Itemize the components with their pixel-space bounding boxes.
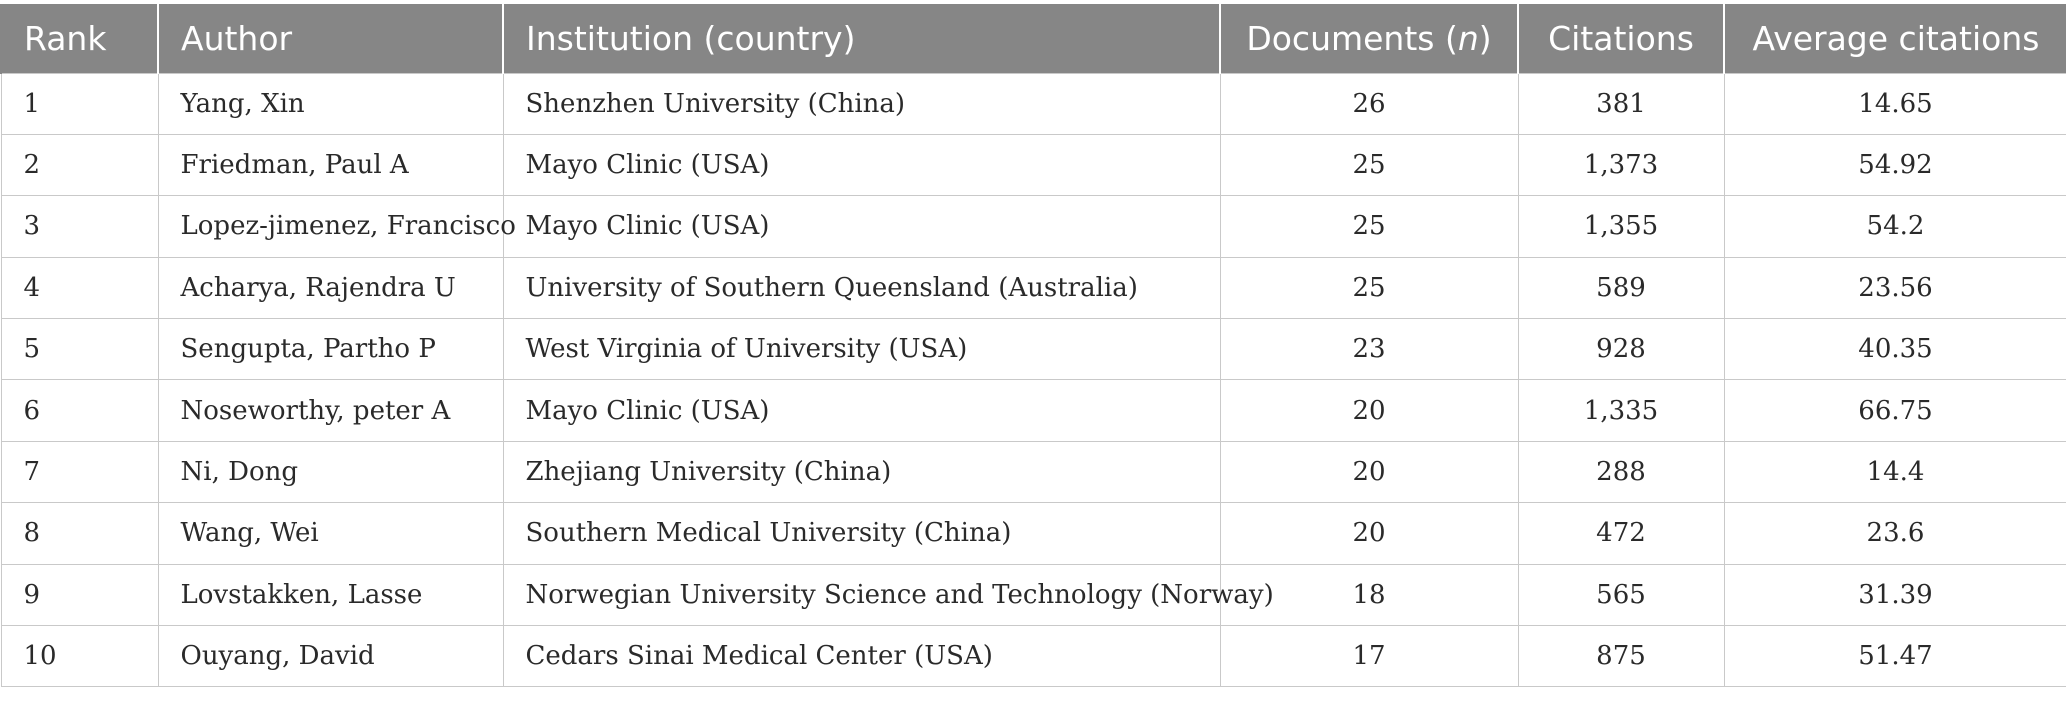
cell-author: Lovstakken, Lasse: [157, 563, 504, 627]
header-author: Author: [157, 4, 503, 73]
cell-rank: 1: [0, 72, 159, 135]
table-row: 10 Ouyang, David Cedars Sinai Medical Ce…: [0, 625, 2066, 688]
cell-citations: 928: [1517, 318, 1725, 381]
cell-rank: 8: [0, 502, 159, 565]
cell-documents: 18: [1219, 563, 1519, 627]
header-documents-prefix: Documents (: [1246, 18, 1458, 58]
cell-documents: 20: [1219, 502, 1519, 565]
cell-author: Friedman, Paul A: [157, 133, 504, 197]
cell-citations: 875: [1517, 625, 1725, 688]
cell-author: Noseworthy, peter A: [157, 379, 504, 442]
cell-author: Lopez-jimenez, Francisco: [157, 195, 516, 258]
cell-documents: 25: [1219, 133, 1519, 197]
header-citations: Citations: [1517, 4, 1724, 73]
cell-author: Yang, Xin: [157, 72, 504, 135]
cell-documents: 25: [1219, 256, 1519, 320]
cell-institution: Mayo Clinic (USA): [502, 379, 1221, 442]
table-row: 9 Lovstakken, Lasse Norwegian University…: [0, 563, 2066, 627]
cell-institution: Mayo Clinic (USA): [502, 195, 1221, 258]
header-documents-suffix: ): [1478, 18, 1492, 58]
cell-citations: 589: [1517, 256, 1725, 320]
header-documents-n: n: [1457, 18, 1479, 58]
cell-institution: University of Southern Queensland (Austr…: [502, 256, 1221, 320]
cell-citations: 381: [1517, 72, 1725, 135]
cell-citations: 288: [1517, 440, 1725, 504]
cell-average: 54.92: [1723, 133, 2066, 197]
table-row: 2 Friedman, Paul A Mayo Clinic (USA) 25 …: [0, 133, 2066, 197]
cell-rank: 10: [0, 625, 159, 688]
cell-average: 14.4: [1723, 440, 2066, 504]
cell-institution: Mayo Clinic (USA): [502, 133, 1221, 197]
header-institution: Institution (country): [502, 4, 1220, 73]
cell-citations: 1,355: [1517, 195, 1725, 258]
table-row: 7 Ni, Dong Zhejiang University (China) 2…: [0, 440, 2066, 504]
cell-citations: 472: [1517, 502, 1725, 565]
cell-author: Sengupta, Partho P: [157, 318, 504, 381]
cell-citations: 565: [1517, 563, 1725, 627]
table-row: 6 Noseworthy, peter A Mayo Clinic (USA) …: [0, 379, 2066, 442]
cell-author: Ouyang, David: [157, 625, 504, 688]
cell-institution: Norwegian University Science and Technol…: [502, 563, 1274, 627]
cell-average: 51.47: [1723, 625, 2066, 688]
cell-documents: 26: [1219, 72, 1519, 135]
cell-documents: 25: [1219, 195, 1519, 258]
header-rank: Rank: [0, 4, 158, 73]
cell-author: Wang, Wei: [157, 502, 504, 565]
header-row: Rank Author Institution (country) Docume…: [0, 4, 2066, 73]
cell-documents: 20: [1219, 440, 1519, 504]
cell-documents: 17: [1219, 625, 1519, 688]
cell-rank: 7: [0, 440, 159, 504]
cell-documents: 20: [1219, 379, 1519, 442]
authors-table: Rank Author Institution (country) Docume…: [0, 4, 2066, 688]
cell-institution: Cedars Sinai Medical Center (USA): [502, 625, 1221, 688]
cell-documents: 23: [1219, 318, 1519, 381]
table-header: Rank Author Institution (country) Docume…: [0, 4, 2066, 73]
cell-institution: Zhejiang University (China): [502, 440, 1221, 504]
cell-average: 40.35: [1723, 318, 2066, 381]
cell-average: 23.6: [1723, 502, 2066, 565]
cell-citations: 1,373: [1517, 133, 1725, 197]
cell-institution: West Virginia of University (USA): [502, 318, 1221, 381]
table-row: 1 Yang, Xin Shenzhen University (China) …: [0, 72, 2066, 135]
header-documents: Documents (n): [1219, 4, 1518, 73]
cell-rank: 9: [0, 563, 159, 627]
cell-rank: 6: [0, 379, 159, 442]
cell-average: 54.2: [1723, 195, 2066, 258]
cell-citations: 1,335: [1517, 379, 1725, 442]
cell-rank: 2: [0, 133, 159, 197]
cell-average: 14.65: [1723, 72, 2066, 135]
table-row: 3 Lopez-jimenez, Francisco Mayo Clinic (…: [0, 195, 2066, 258]
cell-rank: 4: [0, 256, 159, 320]
header-average-citations: Average citations: [1723, 4, 2066, 73]
cell-average: 23.56: [1723, 256, 2066, 320]
table-body: 1 Yang, Xin Shenzhen University (China) …: [0, 72, 2066, 688]
cell-author: Acharya, Rajendra U: [157, 256, 504, 320]
cell-rank: 3: [0, 195, 159, 258]
cell-institution: Shenzhen University (China): [502, 72, 1221, 135]
table-row: 4 Acharya, Rajendra U University of Sout…: [0, 256, 2066, 320]
cell-average: 31.39: [1723, 563, 2066, 627]
table-row: 5 Sengupta, Partho P West Virginia of Un…: [0, 318, 2066, 381]
table-row: 8 Wang, Wei Southern Medical University …: [0, 502, 2066, 565]
cell-average: 66.75: [1723, 379, 2066, 442]
cell-institution: Southern Medical University (China): [502, 502, 1221, 565]
cell-author: Ni, Dong: [157, 440, 504, 504]
cell-rank: 5: [0, 318, 159, 381]
